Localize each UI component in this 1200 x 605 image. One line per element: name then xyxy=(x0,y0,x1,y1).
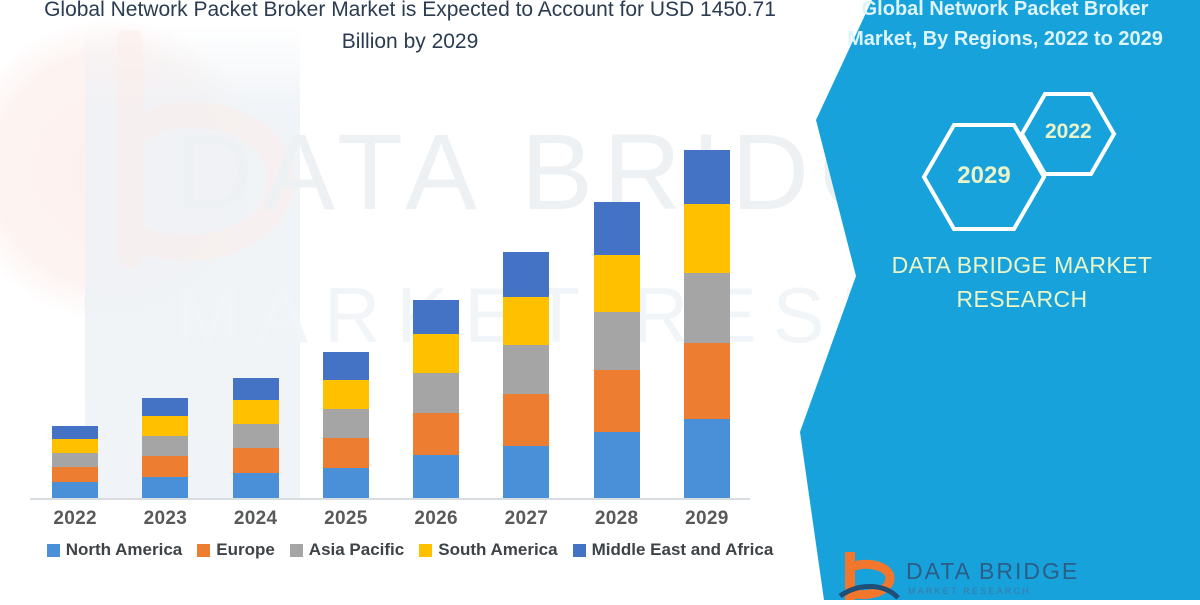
bar-segment-north-america[interactable] xyxy=(322,468,369,498)
data-bridge-logo: DATA BRIDGE MARKET RESEARCH xyxy=(838,549,1168,601)
bar-segment-asia-pacific[interactable] xyxy=(593,312,640,370)
bar-segment-asia-pacific[interactable] xyxy=(413,373,460,413)
legend-swatch-icon xyxy=(572,543,586,557)
x-axis-label-2027: 2027 xyxy=(504,508,549,529)
bar-segment-europe[interactable] xyxy=(593,370,640,432)
bar-segment-middle-east-and-africa[interactable] xyxy=(232,378,279,400)
legend-item-europe[interactable]: Europe xyxy=(197,540,275,560)
bar-segment-europe[interactable] xyxy=(503,394,550,446)
x-axis-line xyxy=(30,498,750,500)
legend-label: Asia Pacific xyxy=(308,540,405,559)
bar-segment-europe[interactable] xyxy=(413,413,460,455)
bar-segment-north-america[interactable] xyxy=(503,446,550,498)
legend-label: Europe xyxy=(216,540,275,559)
hexagon-2029-shape xyxy=(921,123,1047,231)
x-axis-label-2022: 2022 xyxy=(53,508,97,529)
logo-tagline: MARKET RESEARCH xyxy=(908,586,1031,596)
bar-segment-south-america[interactable] xyxy=(503,297,550,345)
bar-column-2026[interactable] xyxy=(413,300,460,498)
x-axis-label-2028: 2028 xyxy=(594,508,639,529)
hexagon-svg xyxy=(921,92,1117,231)
bar-segment-south-america[interactable] xyxy=(322,380,369,409)
bar-segment-europe[interactable] xyxy=(322,438,369,468)
bar-column-2024[interactable] xyxy=(232,378,279,498)
bar-column-2022[interactable] xyxy=(52,426,99,498)
bar-segment-asia-pacific[interactable] xyxy=(322,409,369,438)
legend-swatch-icon xyxy=(289,543,303,557)
bar-segment-asia-pacific[interactable] xyxy=(232,424,279,448)
x-axis-label-2029: 2029 xyxy=(685,508,729,529)
bar-segment-south-america[interactable] xyxy=(142,416,189,436)
bar-segment-north-america[interactable] xyxy=(413,455,460,498)
bar-column-2028[interactable] xyxy=(593,202,640,498)
bar-segment-europe[interactable] xyxy=(52,467,99,482)
x-axis-label-2025: 2025 xyxy=(324,508,368,529)
panel-title: Global Network Packet Broker Market, By … xyxy=(820,0,1190,54)
legend-label: Middle East and Africa xyxy=(591,540,774,559)
legend-item-middle-east-and-africa[interactable]: Middle East and Africa xyxy=(572,540,774,560)
hexagon-2029-label: 2029 xyxy=(957,162,1011,189)
bar-column-2029[interactable] xyxy=(683,150,730,498)
bar-column-2023[interactable] xyxy=(142,398,189,498)
chart-area: Global Network Packet Broker Market is E… xyxy=(30,0,790,560)
x-axis-labels: 2022 2023 2024 2025 2026 2027 2028 2029 xyxy=(30,508,752,538)
hexagon-2022-shape xyxy=(1019,92,1117,176)
x-axis-label-2024: 2024 xyxy=(233,508,278,529)
bar-segment-north-america[interactable] xyxy=(593,432,640,498)
right-info-panel xyxy=(800,0,1200,600)
bar-segment-north-america[interactable] xyxy=(142,477,189,498)
bar-segment-europe[interactable] xyxy=(683,343,730,419)
bar-series-container xyxy=(30,60,752,498)
bar-segment-south-america[interactable] xyxy=(683,204,730,273)
bar-segment-middle-east-and-africa[interactable] xyxy=(413,300,460,334)
bar-segment-north-america[interactable] xyxy=(683,419,730,498)
hexagon-2022-label: 2022 xyxy=(1045,120,1092,143)
bar-segment-middle-east-and-africa[interactable] xyxy=(322,352,369,380)
bar-segment-asia-pacific[interactable] xyxy=(142,436,189,456)
x-axis-label-2023: 2023 xyxy=(143,508,188,529)
bar-segment-north-america[interactable] xyxy=(52,482,99,498)
legend-swatch-icon xyxy=(197,543,211,557)
legend-label: North America xyxy=(65,540,183,559)
bar-segment-north-america[interactable] xyxy=(232,473,279,498)
legend-label: South America xyxy=(438,540,558,559)
bar-segment-asia-pacific[interactable] xyxy=(683,273,730,343)
chart-legend: North America Europe Asia Pacific South Ame… xyxy=(30,540,790,560)
bar-segment-middle-east-and-africa[interactable] xyxy=(142,398,189,416)
legend-swatch-icon xyxy=(46,543,60,557)
bar-segment-south-america[interactable] xyxy=(232,400,279,424)
bar-segment-middle-east-and-africa[interactable] xyxy=(52,426,99,439)
legend-swatch-icon xyxy=(419,543,433,557)
panel-title-line1: Global Network Packet Broker xyxy=(861,0,1149,20)
hexagon-group: 2029 2022 xyxy=(882,82,1182,232)
legend-item-north-america[interactable]: North America xyxy=(46,540,183,560)
bar-column-2025[interactable] xyxy=(322,352,369,498)
bar-segment-south-america[interactable] xyxy=(52,439,99,453)
bar-segment-asia-pacific[interactable] xyxy=(52,453,99,467)
bar-segment-europe[interactable] xyxy=(142,456,189,477)
bar-segment-south-america[interactable] xyxy=(413,334,460,373)
x-axis-label-2026: 2026 xyxy=(414,508,458,529)
bar-segment-south-america[interactable] xyxy=(593,255,640,312)
brand-name: DATA BRIDGE MARKET RESEARCH xyxy=(852,248,1192,316)
panel-title-line2: Market, By Regions, 2022 to 2029 xyxy=(847,28,1163,50)
bar-column-2027[interactable] xyxy=(503,252,550,498)
bar-segment-europe[interactable] xyxy=(232,448,279,473)
data-bridge-logo-icon xyxy=(838,549,900,601)
logo-wordmark: DATA BRIDGE xyxy=(906,558,1080,584)
bar-segment-asia-pacific[interactable] xyxy=(503,345,550,394)
brand-line2: RESEARCH xyxy=(956,286,1088,312)
brand-line1: DATA BRIDGE MARKET xyxy=(891,252,1153,278)
chart-title: Global Network Packet Broker Market is E… xyxy=(44,0,776,53)
bar-segment-middle-east-and-africa[interactable] xyxy=(503,252,550,297)
bar-segment-middle-east-and-africa[interactable] xyxy=(683,150,730,204)
legend-item-asia-pacific[interactable]: Asia Pacific xyxy=(289,540,405,560)
legend-item-south-america[interactable]: South America xyxy=(419,540,558,560)
bar-segment-middle-east-and-africa[interactable] xyxy=(593,202,640,255)
